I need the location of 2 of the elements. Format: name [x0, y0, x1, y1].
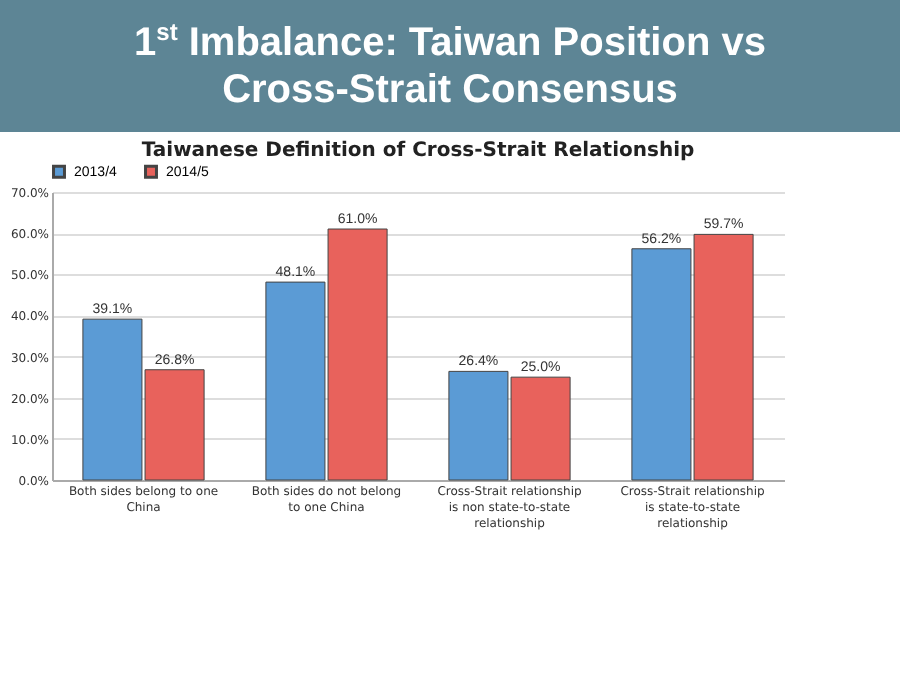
chart-title: 1$^{st}$ Imbalance: Taiwan Position vs Cross-Strait Consensus [132, 17, 768, 115]
chart-subtitle: Taiwanese Definition of Cross-Strait Relationship [141, 140, 695, 162]
